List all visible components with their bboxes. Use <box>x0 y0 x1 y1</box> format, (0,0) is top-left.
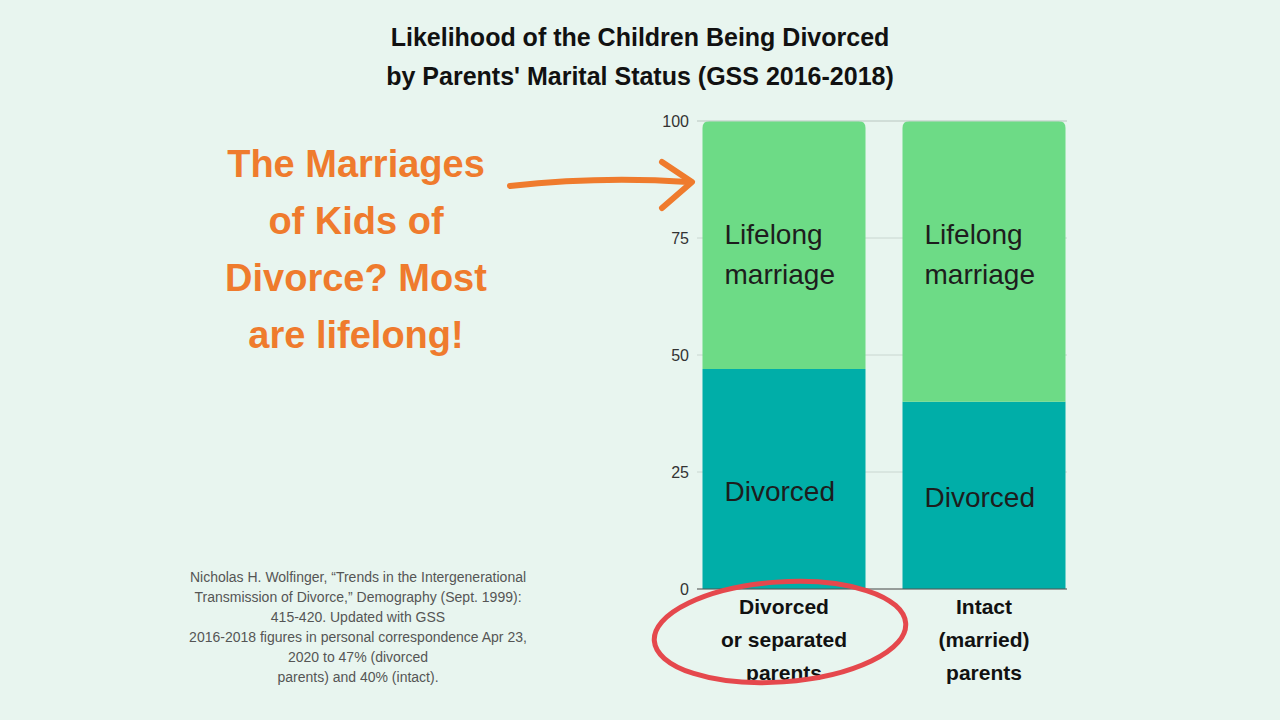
x-tick-label: Intact(married)parents <box>938 595 1029 684</box>
series-label: Divorced <box>925 482 1035 513</box>
y-tick-label: 25 <box>671 464 689 481</box>
title: Likelihood of the Children Being Divorce… <box>386 23 894 90</box>
highlight-circle <box>651 573 909 690</box>
grid <box>697 121 1067 589</box>
series-label: Lifelongmarriage <box>925 219 1035 290</box>
bar-segment <box>903 402 1066 589</box>
bars <box>703 121 1066 589</box>
y-tick-label: 75 <box>671 230 689 247</box>
y-tick-label: 100 <box>662 113 689 130</box>
x-axis-line <box>697 588 1067 589</box>
y-tick-label: 50 <box>671 347 689 364</box>
background <box>0 0 1280 720</box>
grid-line <box>697 589 1067 590</box>
series-label: Lifelongmarriage <box>725 219 835 290</box>
segment-labels: Divorced Divorced Lifelongmarriage Lifelong… <box>725 219 1035 513</box>
arrow-head <box>662 162 692 208</box>
plot-top-line <box>697 121 1067 122</box>
bar-segment <box>703 121 866 369</box>
y-tick-label: 0 <box>680 581 689 598</box>
annotation: The Marriagesof Kids ofDivorce? Mostare … <box>225 143 487 356</box>
bar-segment <box>703 369 866 589</box>
bar-segment <box>903 121 1066 402</box>
arrow <box>510 180 688 186</box>
chart: Likelihood of the Children Being Divorce… <box>0 0 1280 720</box>
series-label: Divorced <box>725 476 835 507</box>
x-tick-label: Divorcedor separatedparents <box>721 595 847 684</box>
source-note: Nicholas H. Wolfinger, “Trends in the In… <box>189 569 527 685</box>
grid-line <box>697 121 1067 122</box>
